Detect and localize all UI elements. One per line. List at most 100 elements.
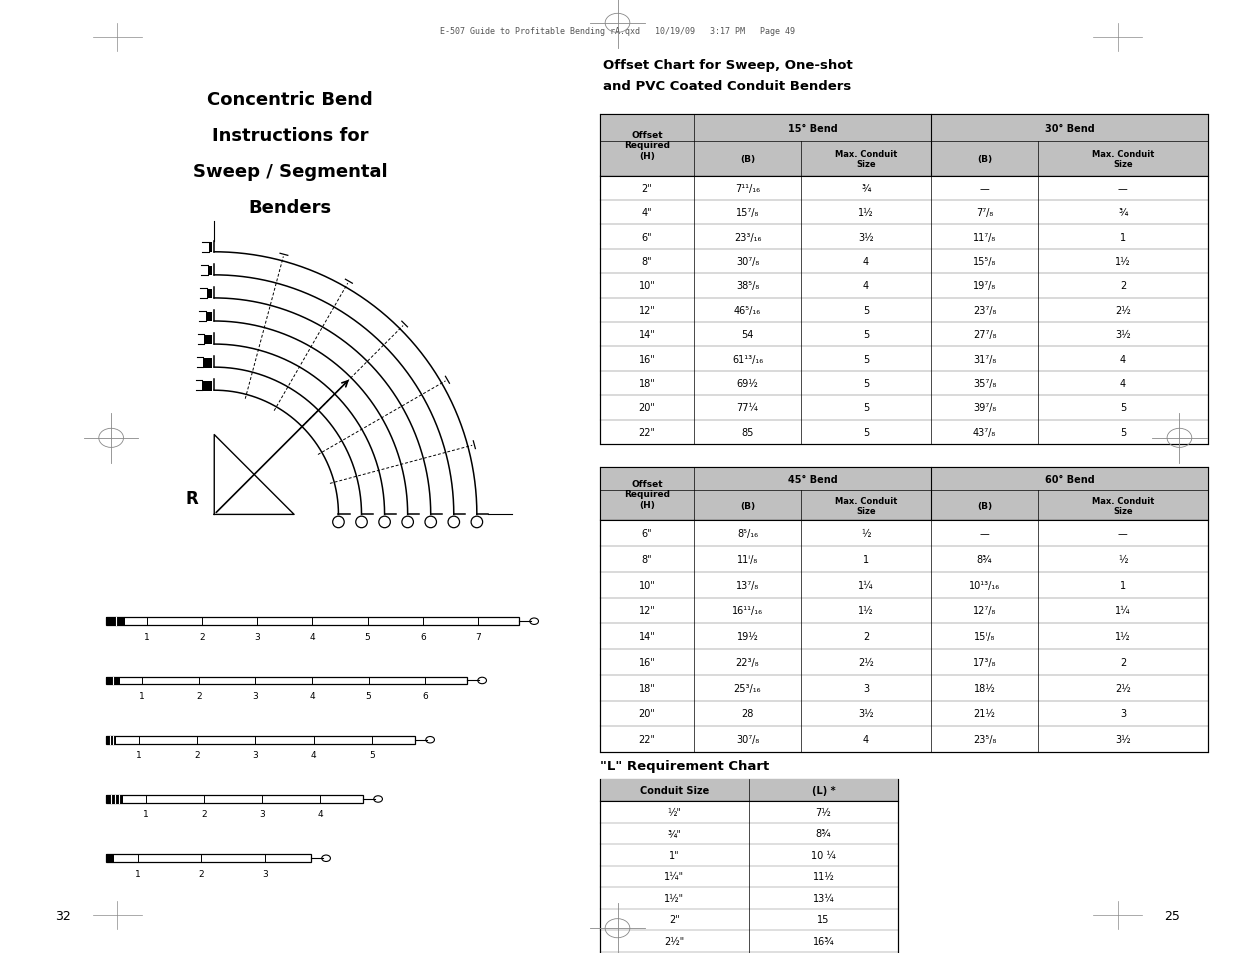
Text: 20": 20" <box>638 709 656 719</box>
Text: 3: 3 <box>1120 709 1126 719</box>
Text: 1: 1 <box>1120 233 1126 242</box>
Text: 6: 6 <box>422 691 429 700</box>
Text: (B): (B) <box>740 154 755 164</box>
Bar <box>600 780 898 953</box>
Text: 25³/₁₆: 25³/₁₆ <box>734 683 761 693</box>
Text: ¾: ¾ <box>1118 208 1128 218</box>
Text: 11½: 11½ <box>813 871 835 882</box>
Text: 1¼": 1¼" <box>664 871 684 882</box>
Text: 3: 3 <box>262 869 268 878</box>
Text: Max. Conduit
Size: Max. Conduit Size <box>1092 497 1153 516</box>
Text: 2½: 2½ <box>858 658 874 667</box>
Text: 4: 4 <box>310 632 315 641</box>
Text: 2": 2" <box>642 184 652 193</box>
Text: Sweep / Segmental: Sweep / Segmental <box>193 163 388 181</box>
Bar <box>205 313 212 322</box>
Text: 1: 1 <box>140 691 144 700</box>
Text: 20": 20" <box>638 403 656 413</box>
Text: 14": 14" <box>638 632 656 641</box>
Text: Benders: Benders <box>248 199 332 217</box>
Text: 2: 2 <box>194 750 200 760</box>
Text: (B): (B) <box>977 154 992 164</box>
Bar <box>600 468 1208 752</box>
Bar <box>205 335 212 345</box>
Text: 3½: 3½ <box>858 233 874 242</box>
Text: 45° Bend: 45° Bend <box>788 475 837 484</box>
Text: 46⁵/₁₆: 46⁵/₁₆ <box>734 306 761 315</box>
Text: 30⁷/₈: 30⁷/₈ <box>736 256 760 267</box>
Text: 8⁵/₁₆: 8⁵/₁₆ <box>737 529 758 538</box>
Text: —: — <box>979 529 989 538</box>
Text: "L" Requirement Chart: "L" Requirement Chart <box>600 760 769 772</box>
Text: 5: 5 <box>863 355 869 364</box>
Text: 5: 5 <box>863 403 869 413</box>
Text: E-507 Guide to Profitable Bending rA.qxd   10/19/09   3:17 PM   Page 49: E-507 Guide to Profitable Bending rA.qxd… <box>440 27 795 35</box>
Text: —: — <box>1118 529 1128 538</box>
Text: 18½: 18½ <box>973 683 995 693</box>
Text: 6": 6" <box>642 233 652 242</box>
Text: 1: 1 <box>1120 580 1126 590</box>
Text: 15ⁱ/₈: 15ⁱ/₈ <box>974 632 995 641</box>
Text: Instructions for: Instructions for <box>212 127 368 145</box>
Text: 3½: 3½ <box>858 709 874 719</box>
Text: Conduit Size: Conduit Size <box>640 785 709 795</box>
Text: 2½: 2½ <box>1115 306 1131 315</box>
Text: 11ⁱ/₈: 11ⁱ/₈ <box>737 555 758 564</box>
Text: 4: 4 <box>317 809 322 819</box>
Bar <box>600 115 1208 444</box>
Text: 27⁷/₈: 27⁷/₈ <box>973 330 997 340</box>
Text: 5: 5 <box>1120 427 1126 437</box>
Bar <box>106 677 120 684</box>
Text: 4: 4 <box>1120 355 1126 364</box>
Text: 1½: 1½ <box>1115 256 1131 267</box>
Text: 16": 16" <box>638 658 656 667</box>
Text: Offset
Required
(H): Offset Required (H) <box>624 131 671 161</box>
Text: 12⁷/₈: 12⁷/₈ <box>973 606 997 616</box>
Text: 8¾: 8¾ <box>815 828 831 839</box>
Text: ¾: ¾ <box>861 184 871 193</box>
Text: 3½: 3½ <box>1115 735 1131 744</box>
Text: (B): (B) <box>977 501 992 510</box>
Text: 5: 5 <box>863 378 869 389</box>
Text: 77¼: 77¼ <box>736 403 758 413</box>
Text: 5: 5 <box>863 306 869 315</box>
Text: 3: 3 <box>254 632 259 641</box>
Text: 2: 2 <box>201 809 206 819</box>
Text: 11⁷/₈: 11⁷/₈ <box>973 233 997 242</box>
Text: and PVC Coated Conduit Benders: and PVC Coated Conduit Benders <box>603 80 851 93</box>
Text: 22": 22" <box>638 735 656 744</box>
Bar <box>106 736 116 744</box>
Text: 16": 16" <box>638 355 656 364</box>
Text: 5: 5 <box>1120 403 1126 413</box>
Text: 2": 2" <box>669 914 680 924</box>
Text: 1: 1 <box>136 869 141 878</box>
Text: 2: 2 <box>199 632 205 641</box>
Text: 10": 10" <box>638 281 656 292</box>
Text: 10": 10" <box>638 580 656 590</box>
Bar <box>207 266 212 276</box>
Text: 8¾: 8¾ <box>977 555 993 564</box>
Text: 3½: 3½ <box>1115 330 1131 340</box>
Text: ½: ½ <box>861 529 871 538</box>
Bar <box>600 780 898 801</box>
Text: 5: 5 <box>364 632 370 641</box>
Text: 4: 4 <box>1120 378 1126 389</box>
Bar <box>209 243 212 253</box>
Text: —: — <box>979 184 989 193</box>
Text: 28: 28 <box>741 709 753 719</box>
Bar <box>106 855 114 862</box>
Text: 22": 22" <box>638 427 656 437</box>
Text: Offset
Required
(H): Offset Required (H) <box>624 479 671 509</box>
Text: 1½: 1½ <box>858 606 874 616</box>
Text: 7½: 7½ <box>815 807 831 817</box>
Text: 4: 4 <box>863 281 869 292</box>
Text: 1½: 1½ <box>858 208 874 218</box>
Text: 25: 25 <box>1165 909 1179 923</box>
Text: 14": 14" <box>638 330 656 340</box>
Text: 8": 8" <box>642 256 652 267</box>
Text: 18": 18" <box>638 378 656 389</box>
Text: 15: 15 <box>818 914 830 924</box>
Text: 4: 4 <box>863 735 869 744</box>
Text: 3: 3 <box>863 683 869 693</box>
Text: 19½: 19½ <box>736 632 758 641</box>
